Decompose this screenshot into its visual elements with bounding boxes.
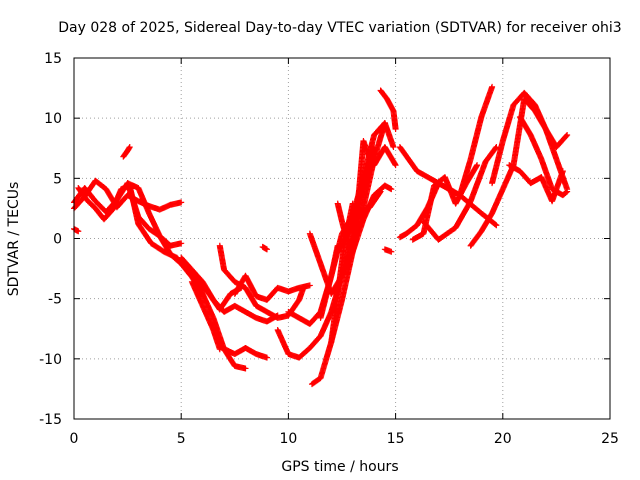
data-point [563,189,570,196]
data-point [388,186,395,193]
y-axis-label: SDTVAR / TECUs [6,182,22,297]
y-tick-label: -5 [48,292,62,308]
series-track-21 [377,87,399,132]
data-point [392,125,399,132]
y-tick-label: 0 [53,232,62,248]
data-point [263,354,270,361]
series-track-12 [259,243,270,253]
data-point [178,199,185,206]
series-track-26 [420,144,500,243]
x-tick-label: 25 [601,431,619,447]
data-point [178,240,185,247]
data-point [564,132,571,139]
data-point [126,144,133,151]
plot-frame [73,57,611,420]
data-point [559,168,566,175]
x-tick-label: 15 [387,431,405,447]
data-point [263,246,270,253]
series-track-5 [120,144,133,160]
series-track-25 [409,162,481,243]
series-track-17 [317,242,341,321]
data-point [381,119,388,126]
data-point [493,222,500,229]
y-tick-label: 15 [44,51,62,67]
series-track-9 [216,343,270,361]
data-point [75,228,82,235]
x-tick-label: 10 [279,431,297,447]
series-track-20 [328,200,356,345]
data-point [242,365,249,372]
series-track-4 [71,225,82,235]
data-point [388,248,395,255]
data-point [392,162,399,169]
x-tick-label: 20 [494,431,512,447]
data-point [390,144,397,151]
series-track-7 [178,254,281,325]
series-track-11 [231,272,313,303]
y-tick-label: 5 [53,171,62,187]
chart-title: Day 028 of 2025, Sidereal Day-to-day VTE… [58,20,621,36]
y-tick-label: -15 [39,412,62,428]
data-point [306,282,313,289]
data-points [71,83,571,388]
y-tick-label: -10 [39,352,62,368]
data-point [377,188,384,195]
data-point [489,83,496,90]
x-tick-label: 5 [177,431,186,447]
data-point [492,221,499,228]
x-tick-label: 0 [70,431,79,447]
series-track-28 [489,89,571,193]
x-axis-label: GPS time / hours [281,459,398,475]
data-point [492,145,499,152]
data-point [563,132,570,139]
series-track-22 [381,246,395,255]
series-track-30 [516,113,571,199]
data-point [564,188,571,195]
series-track-8 [188,278,223,353]
y-tick-label: 10 [44,111,62,127]
data-point [376,189,383,196]
data-point [474,162,481,169]
data-point [349,200,356,207]
